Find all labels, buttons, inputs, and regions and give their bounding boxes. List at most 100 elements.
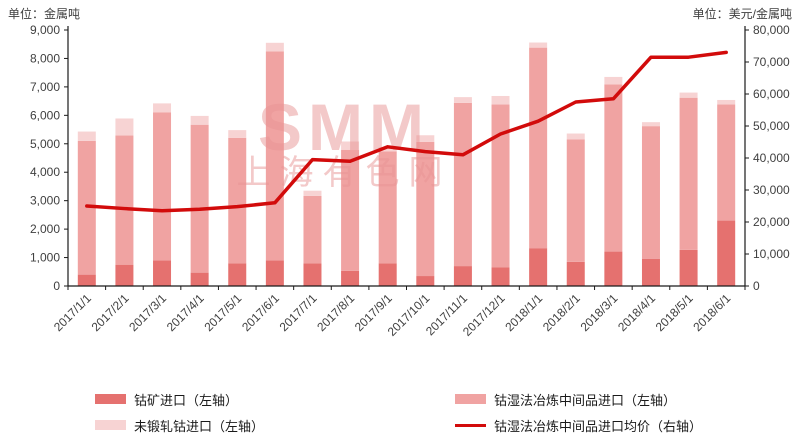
x-axis-category-label: 2017/5/1 [201, 291, 244, 334]
legend-swatch-unwrought-cobalt [95, 420, 126, 430]
legend-item-unwrought-cobalt-import: 未锻轧钴进口（左轴） [95, 412, 264, 438]
bar-segment-s1 [153, 112, 172, 261]
bar-segment-s2 [416, 135, 435, 142]
x-axis-category-label: 2018/2/1 [540, 291, 583, 334]
bar-segment-s2 [491, 95, 510, 105]
bar-segment-s2 [604, 76, 623, 85]
bar-segment-s0 [303, 263, 322, 286]
left-axis-tick-label: 2,000 [30, 222, 60, 236]
x-axis-category-label: 2017/3/1 [126, 291, 169, 334]
bar-segment-s0 [378, 263, 397, 286]
right-axis-tick-label: 10,000 [753, 247, 790, 261]
legend-label: 钴湿法冶炼中间品进口均价（右轴） [494, 418, 703, 434]
bar-segment-s2 [453, 97, 472, 103]
bar-segment-s0 [717, 220, 736, 286]
x-axis-category-label: 2018/3/1 [578, 291, 621, 334]
bar-segment-s1 [491, 104, 510, 268]
stacked-bar-line-combo-chart: 0 1,000 2,000 3,000 4,000 5,000 6,000 7,000 8,00… [30, 23, 790, 339]
price-line [85, 50, 728, 213]
bar-segment-s2 [77, 131, 96, 141]
legend-column-right: 钴湿法冶炼中间品进口（左轴） 钴湿法冶炼中间品进口均价（右轴） [455, 386, 702, 438]
left-axis-unit-label: 单位：金属吨 [8, 7, 81, 21]
bar-segment-s1 [77, 140, 96, 275]
left-axis-tick-label: 8,000 [30, 51, 60, 65]
legend-swatch-cobalt-ore [95, 394, 126, 404]
legend-swatch-price-line [455, 423, 486, 427]
bar-segment-s2 [529, 42, 548, 48]
x-axis-category-label: 2018/6/1 [690, 291, 733, 334]
bar-segment-s2 [717, 99, 736, 105]
bar-segment-s0 [566, 261, 585, 286]
bar-segment-s2 [679, 92, 698, 98]
bar-segment-s1 [604, 84, 623, 252]
bar-segment-s2 [566, 133, 585, 140]
legend-label: 钴矿进口（左轴） [134, 392, 239, 408]
bar-segment-s2 [378, 147, 397, 152]
bar-segment-s1 [529, 47, 548, 249]
bar-segment-s0 [604, 251, 623, 286]
legend-swatch-intermediate [455, 394, 486, 404]
right-axis-unit-label: 单位：美元/金属吨 [692, 7, 792, 21]
legend-label: 钴湿法冶炼中间品进口（左轴） [494, 392, 677, 408]
legend-column-left: 钴矿进口（左轴） 未锻轧钴进口（左轴） [95, 386, 264, 438]
x-axis-category-label: 2017/12/1 [460, 291, 508, 339]
x-axis-category-label: 2017/1/1 [51, 291, 94, 334]
x-axis-category-label: 2018/1/1 [502, 291, 545, 334]
bar-segment-s1 [416, 141, 435, 277]
bar-segment-s0 [153, 260, 172, 286]
bar-segment-s0 [341, 270, 360, 286]
bar-segment-s2 [190, 115, 209, 125]
left-axis-tick-label: 3,000 [30, 194, 60, 208]
bar-segment-s2 [153, 103, 172, 113]
left-axis-tick-label: 9,000 [30, 23, 60, 37]
bar-segment-s1 [641, 126, 660, 259]
bar-segment-s0 [77, 274, 96, 286]
right-axis-tick-label: 80,000 [753, 23, 790, 37]
left-axis-tick-label: 6,000 [30, 108, 60, 122]
x-axis-category-label: 2017/6/1 [239, 291, 282, 334]
bar-segment-s1 [717, 104, 736, 221]
legend-label: 未锻轧钴进口（左轴） [134, 418, 265, 434]
right-axis-tick-label: 50,000 [753, 119, 790, 133]
left-axis-tick-label: 5,000 [30, 137, 60, 151]
right-axis-tick-label: 70,000 [753, 55, 790, 69]
bar-segment-s1 [228, 137, 247, 264]
bar-segment-s0 [190, 272, 209, 286]
bar-segment-s2 [341, 141, 360, 150]
x-axis-category-label: 2017/4/1 [164, 291, 207, 334]
bar-segment-s0 [491, 267, 510, 286]
legend-item-intermediate-import: 钴湿法冶炼中间品进口（左轴） [455, 386, 702, 412]
left-axis-tick-label: 1,000 [30, 251, 60, 265]
bar-segment-s0 [265, 260, 284, 286]
right-axis-tick-label: 30,000 [753, 183, 790, 197]
bar-segment-s1 [303, 195, 322, 264]
bar-segment-s2 [641, 122, 660, 127]
legend-item-intermediate-avg-price: 钴湿法冶炼中间品进口均价（右轴） [455, 412, 702, 438]
bar-segment-s1 [378, 151, 397, 264]
right-axis-tick-label: 20,000 [753, 215, 790, 229]
bar-segment-s2 [115, 118, 134, 136]
bar-segment-s1 [341, 149, 360, 271]
bar-segment-s2 [265, 42, 284, 52]
svg-text:SMM: SMM [258, 90, 430, 164]
bar-segment-s0 [115, 264, 134, 286]
right-axis-tick-label: 0 [753, 279, 760, 293]
bar-segment-s0 [529, 248, 548, 286]
bar-segment-s2 [303, 190, 322, 196]
left-axis-tick-label: 7,000 [30, 80, 60, 94]
left-axis-tick-label: 0 [53, 279, 60, 293]
bar-segment-s1 [453, 102, 472, 267]
bar-segment-s1 [566, 139, 585, 262]
x-axis-category-label: 2018/4/1 [615, 291, 658, 334]
right-axis-tick-label: 40,000 [753, 151, 790, 165]
left-axis-tick-label: 4,000 [30, 165, 60, 179]
right-axis-tick-label: 60,000 [753, 87, 790, 101]
x-axis-category-label: 2017/7/1 [277, 291, 320, 334]
bar-segment-s0 [453, 266, 472, 286]
x-axis-category-label: 2017/8/1 [314, 291, 357, 334]
bar-segment-s1 [115, 135, 134, 265]
legend-item-cobalt-ore-import: 钴矿进口（左轴） [95, 386, 264, 412]
bar-segment-s1 [190, 124, 209, 273]
